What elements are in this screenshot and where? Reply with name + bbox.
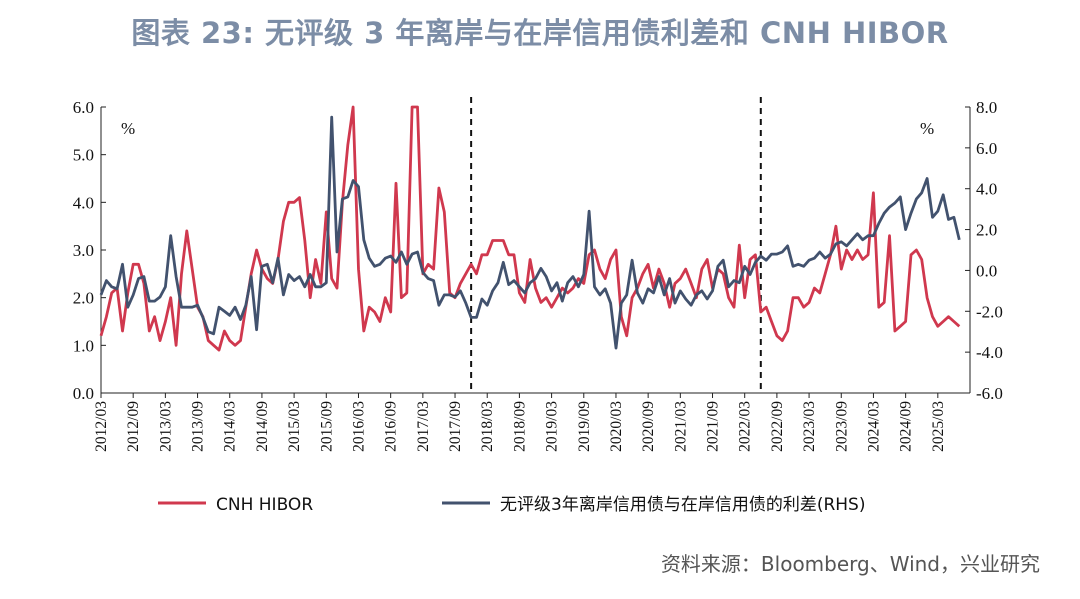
right-tick-label: 2.0 [976,221,997,240]
x-tick-label: 2013/03 [157,401,174,452]
x-tick-label: 2016/03 [350,401,367,452]
x-tick-label: 2015/09 [318,401,335,452]
x-tick-label: 2020/03 [608,401,625,452]
right-tick-label: 8.0 [976,98,997,117]
x-tick-label: 2018/09 [511,401,528,452]
x-tick-label: 2022/03 [737,401,754,452]
x-tick-label: 2013/09 [190,401,207,452]
x-tick-label: 2014/09 [254,401,271,452]
right-tick-label: 4.0 [976,180,997,199]
left-tick-label: 6.0 [73,98,94,117]
x-tick-label: 2012/03 [93,401,110,452]
x-tick-label: 2024/03 [865,401,882,452]
legend-cnh-hibor-label: CNH HIBOR [216,495,313,515]
chart-title: 图表 23: 无评级 3 年离岸与在岸信用债利差和 CNH HIBOR [131,16,949,50]
left-tick-label: 5.0 [73,146,94,165]
x-tick-label: 2015/03 [286,401,303,452]
x-tick-label: 2017/09 [447,401,464,452]
left-unit-label: % [121,119,135,138]
legend-spread-label: 无评级3年离岸信用债与在岸信用债的利差(RHS) [500,495,865,515]
x-tick-label: 2022/09 [769,401,786,452]
x-tick-label: 2021/03 [672,401,689,452]
x-tick-label: 2018/03 [479,401,496,452]
x-tick-label: 2025/03 [930,401,947,452]
x-tick-label: 2023/03 [801,401,818,452]
x-tick-label: 2024/09 [898,401,915,452]
spread-line [99,115,961,350]
right-tick-label: 0.0 [976,261,997,280]
x-tick-label: 2019/09 [576,401,593,452]
source-note: 资料来源：Bloomberg、Wind，兴业研究 [660,552,1040,576]
right-tick-label: -6.0 [976,384,1003,403]
left-tick-label: 2.0 [73,289,94,308]
x-tick-label: 2019/03 [544,401,561,452]
left-tick-label: 3.0 [73,241,94,260]
right-tick-label: -4.0 [976,343,1003,362]
x-tick-label: 2021/09 [705,401,722,452]
x-tick-label: 2016/09 [383,401,400,452]
left-tick-label: 0.0 [73,384,94,403]
x-tick-label: 2014/03 [222,401,239,452]
left-tick-label: 1.0 [73,336,94,355]
x-tick-label: 2023/09 [833,401,850,452]
right-tick-label: -2.0 [976,302,1003,321]
x-tick-label: 2020/09 [640,401,657,452]
x-tick-label: 2017/03 [415,401,432,452]
right-unit-label: % [920,119,934,138]
cnh-hibor-line [99,105,961,352]
right-tick-label: 6.0 [976,139,997,158]
x-tick-label: 2012/09 [125,401,142,452]
left-tick-label: 4.0 [73,193,94,212]
